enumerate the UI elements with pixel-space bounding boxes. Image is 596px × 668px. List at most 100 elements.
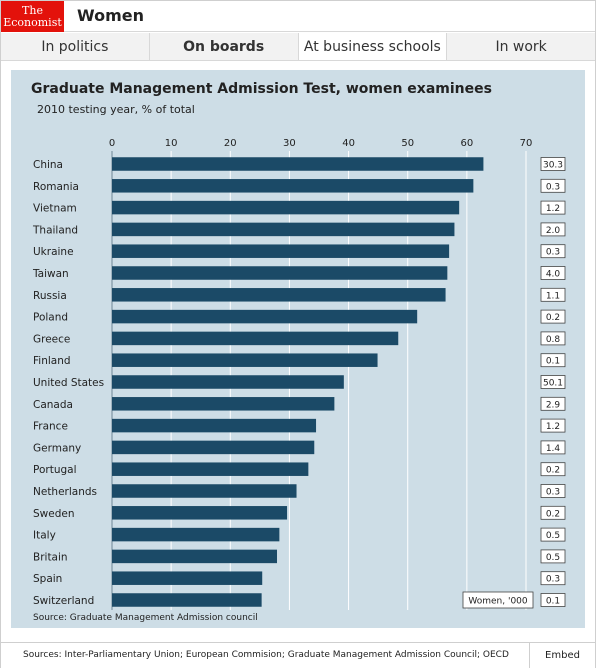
- side-value: 0.5: [546, 553, 560, 563]
- side-value: 2.0: [546, 226, 561, 236]
- bar-chart: 0 10 20 30 40 50 60 70 China 30.3 Romania 0.3 Vietna…: [32, 138, 566, 610]
- side-value: 0.1: [546, 357, 560, 367]
- category-label: Vietnam: [33, 203, 77, 215]
- x-tick-label: 60: [460, 138, 473, 149]
- bar-vietnam: [112, 200, 460, 215]
- tab-at-business-schools[interactable]: At business schools: [298, 33, 448, 60]
- side-value: 0.2: [546, 466, 560, 476]
- side-value: 1.2: [546, 204, 560, 214]
- side-value-box: [540, 571, 566, 586]
- side-value: 0.2: [546, 313, 560, 323]
- side-value: 0.5: [546, 531, 560, 541]
- bar-switzerland: [112, 593, 262, 607]
- side-value: 0.3: [546, 575, 560, 585]
- category-label: Taiwan: [32, 268, 69, 280]
- header: The Economist Women: [1, 1, 595, 32]
- side-value: 0.1: [546, 597, 560, 607]
- side-value-box: [540, 375, 566, 389]
- bar-italy: [112, 527, 280, 542]
- side-value-box: [540, 484, 566, 498]
- side-value: 50.1: [543, 379, 563, 389]
- category-label: Sweden: [33, 508, 75, 520]
- side-value: 1.4: [546, 444, 561, 454]
- chart-title: Graduate Management Admission Test, wome…: [31, 81, 492, 97]
- category-label: Britain: [33, 551, 68, 563]
- bar-poland: [112, 309, 418, 324]
- side-value-box: [540, 418, 566, 433]
- category-label: France: [33, 421, 68, 433]
- x-tick-label: 0: [109, 138, 115, 149]
- side-value-box: [540, 244, 566, 259]
- category-label: Thailand: [32, 224, 78, 236]
- x-tick-label: 30: [283, 138, 296, 149]
- side-value: 0.8: [546, 335, 561, 345]
- side-value-box: [540, 287, 566, 302]
- bar-thailand: [112, 222, 455, 237]
- side-value: 1.1: [546, 291, 560, 301]
- bar-romania: [112, 179, 474, 193]
- side-label-box: [462, 591, 534, 609]
- tab-in-work[interactable]: In work: [447, 33, 595, 60]
- bar-britain: [112, 549, 278, 564]
- side-value: 4.0: [546, 270, 561, 280]
- bar-russia: [112, 288, 446, 302]
- bar-france: [112, 418, 317, 433]
- embed-button[interactable]: Embed: [529, 643, 595, 668]
- side-value: 1.2: [546, 422, 560, 432]
- bar-taiwan: [112, 266, 448, 280]
- side-value-box: [540, 593, 566, 607]
- side-value-box: [540, 157, 566, 171]
- x-tick-label: 50: [401, 138, 414, 149]
- tab-bar: In politics On boards At business school…: [1, 33, 595, 61]
- side-value: 0.3: [546, 488, 560, 498]
- logo-line-2: Economist: [3, 16, 62, 29]
- footer-sources: Sources: Inter-Parliamentary Union; Euro…: [23, 650, 509, 660]
- side-value-box: [540, 266, 566, 280]
- side-value: 0.3: [546, 248, 560, 258]
- tab-on-boards[interactable]: On boards: [149, 33, 299, 60]
- bar-canada: [112, 397, 335, 411]
- side-value-box: [540, 200, 566, 215]
- bar-sweden: [112, 506, 288, 520]
- bar-portugal: [112, 462, 309, 476]
- side-value-box: [540, 505, 566, 520]
- side-value: 0.3: [546, 182, 560, 192]
- side-label: Women, '000: [468, 597, 528, 607]
- side-value-box: [540, 549, 566, 564]
- category-label: Italy: [33, 530, 56, 542]
- bar-finland: [112, 353, 378, 367]
- category-label: Ukraine: [33, 246, 74, 258]
- category-label: Germany: [33, 442, 81, 454]
- category-label: China: [33, 159, 63, 171]
- side-value-box: [540, 527, 566, 542]
- bar-ukraine: [112, 244, 450, 258]
- side-value-box: [540, 331, 566, 346]
- side-value: 30.3: [543, 161, 563, 171]
- side-value-box: [540, 353, 566, 368]
- category-label: Spain: [33, 573, 62, 585]
- category-label: Finland: [33, 355, 71, 367]
- category-label: Russia: [33, 290, 67, 302]
- bar-greece: [112, 331, 399, 346]
- x-tick-label: 20: [224, 138, 237, 149]
- bar-germany: [112, 440, 315, 455]
- side-value-box: [540, 222, 566, 237]
- category-label: Poland: [33, 312, 68, 324]
- side-value: 0.2: [546, 509, 560, 519]
- economist-logo[interactable]: The Economist: [1, 1, 64, 32]
- side-value-box: [540, 309, 566, 324]
- category-label: Switzerland: [33, 595, 94, 607]
- bar-united-states: [112, 375, 344, 389]
- side-value: 2.9: [546, 400, 561, 410]
- category-label: Netherlands: [33, 486, 97, 498]
- chart-source: Source: Graduate Management Admission co…: [33, 613, 258, 623]
- footer: Sources: Inter-Parliamentary Union; Euro…: [1, 642, 595, 668]
- tab-in-politics[interactable]: In politics: [1, 33, 150, 60]
- side-value-box: [540, 462, 566, 477]
- x-tick-label: 40: [342, 138, 355, 149]
- side-value-box: [540, 440, 566, 455]
- category-label: Romania: [33, 181, 79, 193]
- bar-spain: [112, 571, 263, 585]
- category-label: United States: [33, 377, 104, 389]
